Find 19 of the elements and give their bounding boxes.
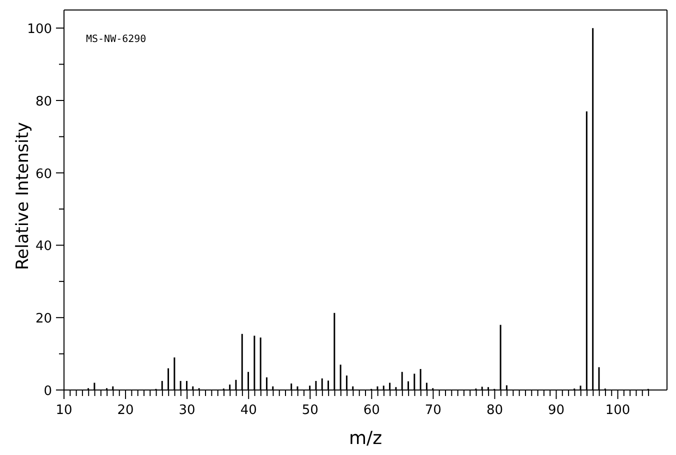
x-tick-label: 30 [178,403,196,418]
x-tick-label: 50 [302,403,318,418]
y-tick-label: 80 [35,94,52,110]
y-tick-label: 60 [35,166,52,182]
y-axis-title: Relative Intensity [13,122,34,270]
y-tick-label: 100 [27,22,52,38]
x-tick-label: 100 [605,403,630,418]
x-tick-label: 60 [363,403,380,418]
x-tick-label: 70 [424,403,442,418]
x-tick-label: 10 [56,403,72,418]
y-tick-label: 0 [44,384,52,399]
x-tick-label: 20 [117,403,134,418]
annotation: MS-NW-6290 [86,34,146,45]
y-tick-label: 20 [35,312,52,327]
y-tick-label: 40 [35,239,52,254]
x-tick-label: 40 [240,403,257,418]
x-tick-label: 90 [548,403,565,418]
x-axis-title: m/z [348,428,382,449]
x-tick-label: 80 [486,403,503,418]
